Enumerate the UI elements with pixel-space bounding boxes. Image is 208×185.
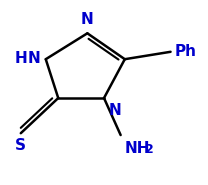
Text: S: S bbox=[15, 138, 26, 153]
Text: NH: NH bbox=[125, 141, 150, 156]
Text: N: N bbox=[28, 51, 41, 66]
Text: N: N bbox=[81, 12, 94, 27]
Text: 2: 2 bbox=[145, 143, 153, 156]
Text: N: N bbox=[108, 103, 121, 118]
Text: Ph: Ph bbox=[175, 44, 197, 59]
Text: H: H bbox=[14, 51, 27, 66]
